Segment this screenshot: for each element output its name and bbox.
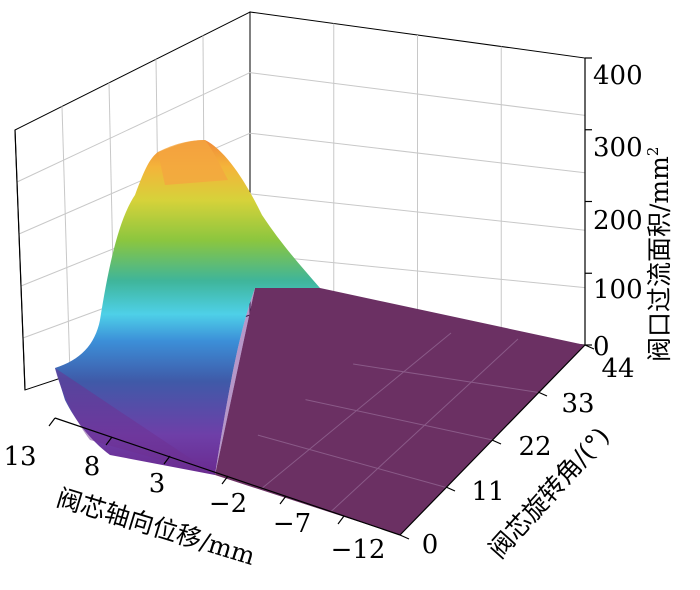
z-axis-title-superscript: 2 bbox=[644, 147, 662, 157]
y-tick-label: 11 bbox=[471, 477, 504, 507]
x-tick-label: 3 bbox=[149, 469, 166, 499]
y-tick-labels: 0 11 22 33 44 bbox=[422, 354, 635, 560]
floor-gridline bbox=[257, 434, 447, 488]
z-tick-label: 200 bbox=[593, 206, 643, 236]
z-tick-labels: 0 100 200 300 400 bbox=[593, 61, 643, 362]
z-tick-label: 0 bbox=[593, 332, 610, 362]
x-tick-label: −2 bbox=[209, 489, 247, 519]
x-tick-mark bbox=[163, 455, 171, 465]
x-tick-label: −12 bbox=[331, 535, 386, 565]
z-tick-label: 300 bbox=[593, 133, 643, 163]
x-tick-mark bbox=[221, 475, 229, 485]
y-tick-label: 0 bbox=[422, 530, 439, 560]
y-tick-mark bbox=[537, 391, 548, 397]
y-tick-mark bbox=[584, 344, 595, 350]
x-tick-labels: 13 8 3 −2 −7 −12 bbox=[3, 442, 385, 565]
left-gridline bbox=[16, 72, 251, 183]
floor-gridline bbox=[305, 399, 493, 441]
y-tick-mark bbox=[445, 486, 456, 492]
svg-text:阀口过流面积/mm2: 阀口过流面积/mm2 bbox=[644, 147, 674, 362]
y-tick-mark bbox=[491, 439, 502, 445]
tick-marks bbox=[48, 57, 595, 540]
x-tick-mark bbox=[337, 515, 345, 525]
x-tick-mark bbox=[279, 495, 287, 505]
x-tick-mark bbox=[48, 417, 56, 427]
z-tick-label: 100 bbox=[593, 275, 643, 305]
floor-gridline bbox=[261, 332, 452, 489]
surface-peak bbox=[55, 140, 320, 475]
y-tick-mark bbox=[399, 534, 410, 540]
y-tick-label: 33 bbox=[561, 389, 594, 419]
x-tick-mark bbox=[105, 436, 113, 446]
floor-gridline bbox=[353, 363, 539, 393]
z-axis-title: 阀口过流面积/mm2 bbox=[644, 147, 674, 362]
y-tick-label: 22 bbox=[518, 432, 551, 462]
z-tick-label: 400 bbox=[593, 61, 643, 91]
floor-gridline bbox=[330, 338, 519, 512]
x-tick-label: −7 bbox=[273, 509, 311, 539]
x-tick-label: 8 bbox=[84, 452, 101, 482]
z-axis-title-main: 阀口过流面积/mm bbox=[645, 156, 674, 362]
y-tick-label: 44 bbox=[601, 354, 634, 384]
floor-surface bbox=[215, 288, 585, 535]
x-tick-label: 13 bbox=[3, 442, 36, 472]
floor-gridlines bbox=[257, 332, 539, 512]
left-vertical-gridline bbox=[61, 106, 71, 376]
